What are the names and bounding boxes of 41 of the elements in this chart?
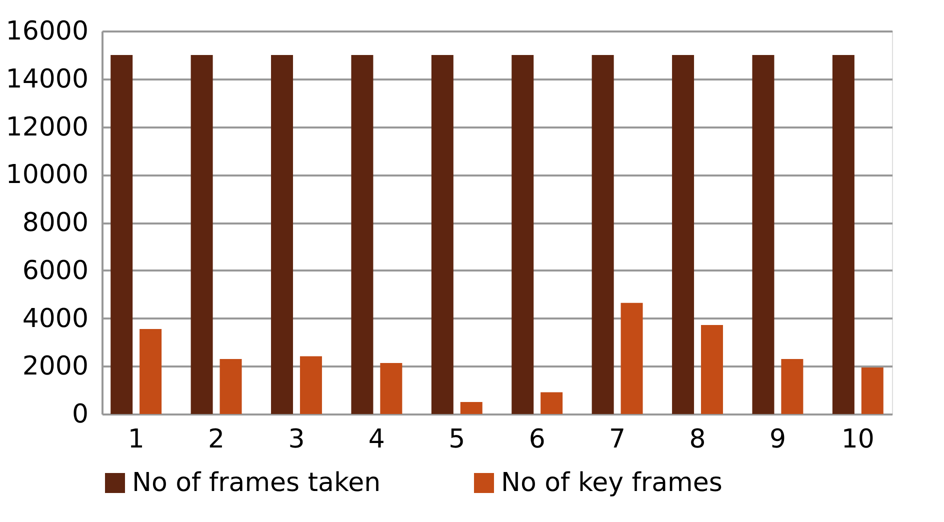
bar xyxy=(781,358,804,414)
x-tick-label: 5 xyxy=(448,424,466,454)
y-tick-label: 16000 xyxy=(6,16,88,46)
bar xyxy=(190,54,213,414)
y-tick-label: 10000 xyxy=(6,160,88,190)
bar xyxy=(700,324,723,414)
bar xyxy=(431,54,454,414)
bar xyxy=(540,392,563,414)
bar xyxy=(110,54,133,414)
x-tick-label: 4 xyxy=(368,424,385,454)
y-tick-label: 8000 xyxy=(22,208,88,238)
y-tick-label: 4000 xyxy=(22,304,88,334)
bar xyxy=(271,54,294,414)
y-tick-label: 2000 xyxy=(22,352,88,382)
x-tick-label: 1 xyxy=(128,424,144,454)
y-tick-label: 6000 xyxy=(22,256,88,286)
x-tick-label: 9 xyxy=(769,424,786,454)
legend-label: No of key frames xyxy=(501,468,722,498)
x-tick-label: 7 xyxy=(609,424,626,454)
x-tick-label: 6 xyxy=(528,424,546,454)
y-tick-label: 14000 xyxy=(6,64,88,94)
legend-label: No of frames taken xyxy=(132,468,381,498)
x-tick-label: 2 xyxy=(208,424,225,454)
bar xyxy=(380,363,402,414)
bar xyxy=(220,358,242,414)
bar xyxy=(512,54,534,414)
bar xyxy=(832,54,854,414)
bar xyxy=(140,329,162,414)
bar xyxy=(300,356,322,414)
bar xyxy=(861,368,884,414)
bar xyxy=(672,54,694,414)
bar xyxy=(351,54,374,414)
y-tick-label: 0 xyxy=(72,400,88,430)
x-tick-label: 10 xyxy=(841,424,874,454)
bar xyxy=(592,54,614,414)
bar xyxy=(752,54,774,414)
x-tick-label: 8 xyxy=(689,424,706,454)
bar xyxy=(460,402,482,414)
bar xyxy=(620,302,643,414)
x-tick-label: 3 xyxy=(288,424,305,454)
y-tick-label: 12000 xyxy=(6,112,88,142)
